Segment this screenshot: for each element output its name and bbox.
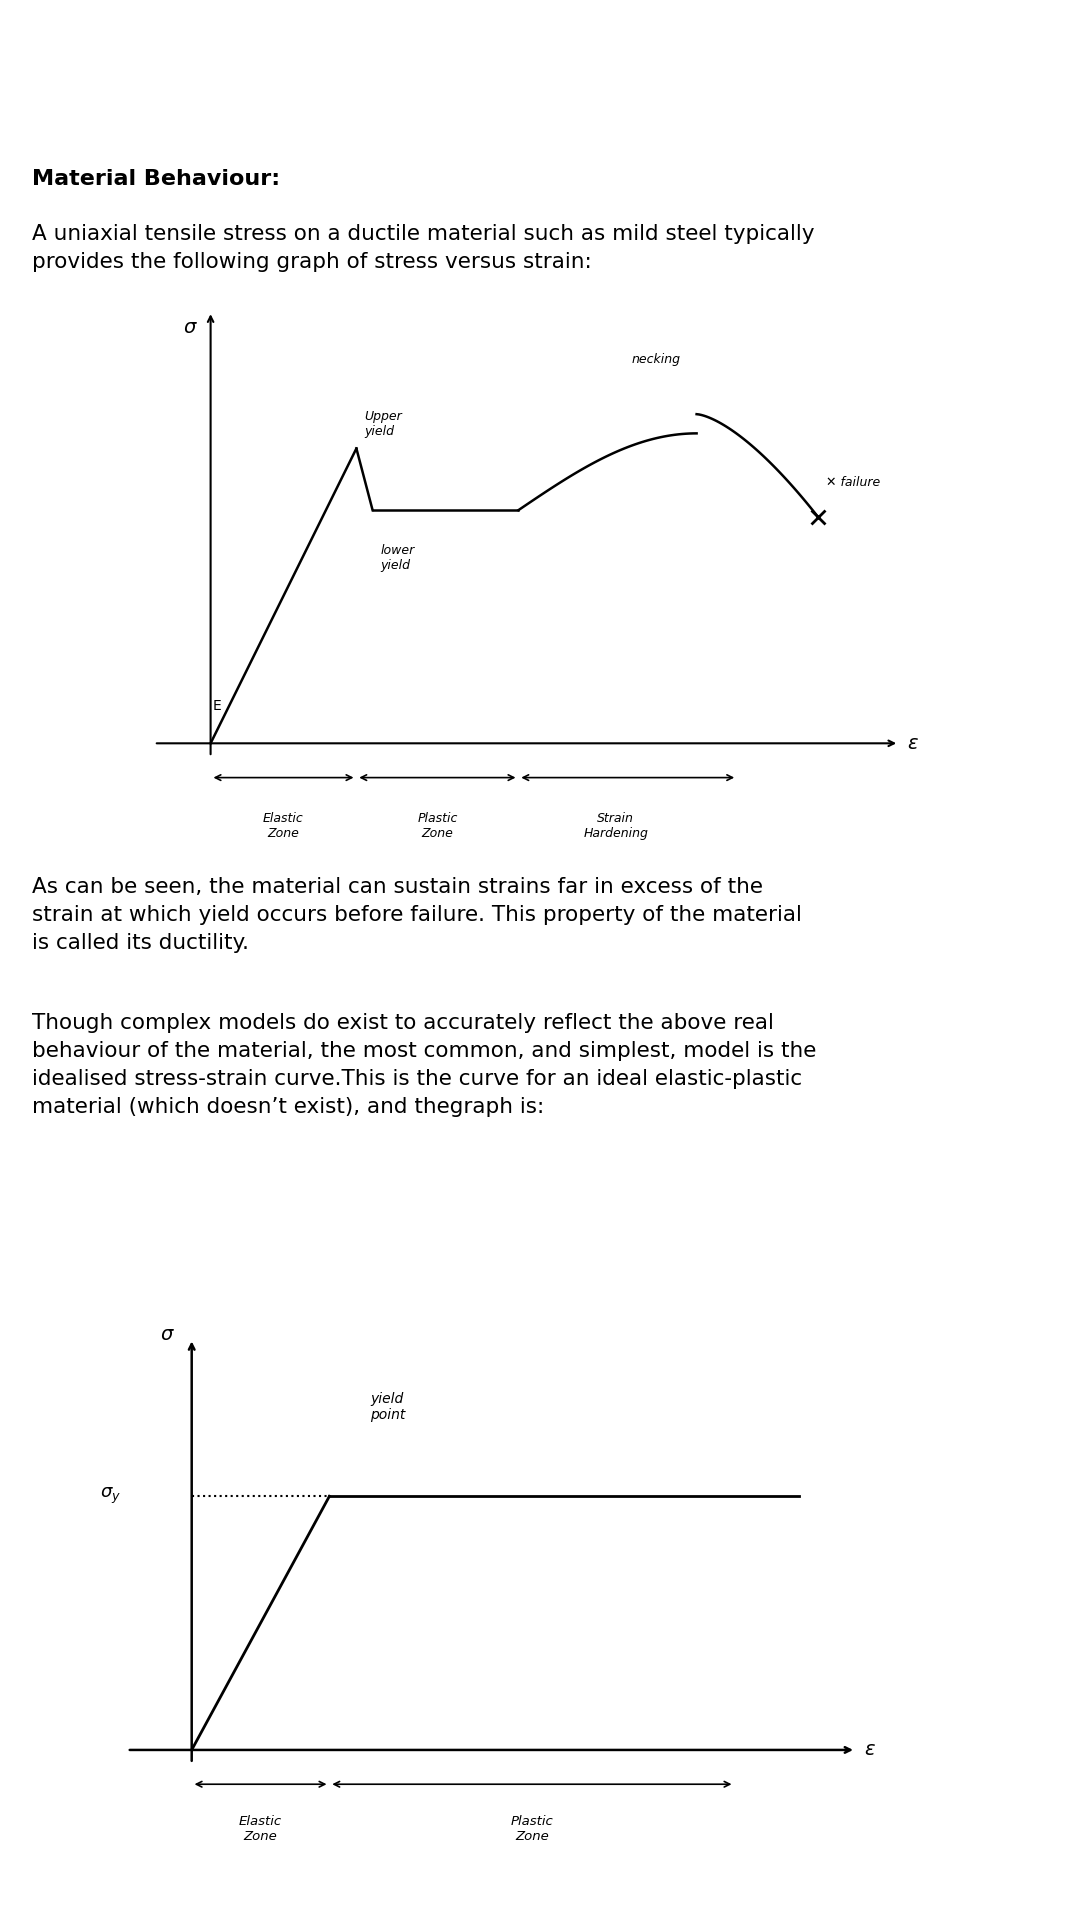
Text: $\sigma_y$: $\sigma_y$ [100,1486,121,1507]
Text: ✕ failure: ✕ failure [826,476,880,490]
Text: Elastic
Zone: Elastic Zone [239,1814,282,1843]
Text: $\varepsilon$: $\varepsilon$ [864,1740,876,1759]
Text: $\sigma$: $\sigma$ [183,319,198,338]
Text: Material Behaviour:: Material Behaviour: [32,169,281,188]
Text: Elastic
Zone: Elastic Zone [264,812,303,839]
Text: E: E [212,699,221,712]
Text: Strain
Hardening: Strain Hardening [583,812,648,839]
Text: Though complex models do exist to accurately reflect the above real
behaviour of: Though complex models do exist to accura… [32,1014,816,1117]
Text: necking: necking [632,353,680,367]
Text: Plastic
Zone: Plastic Zone [417,812,458,839]
Text: lower
yield: lower yield [380,543,415,572]
Text: As can be seen, the material can sustain strains far in excess of the
strain at : As can be seen, the material can sustain… [32,877,802,952]
Text: Development of Plastic Analysis: Development of Plastic Analysis [32,38,584,67]
Text: $\sigma$: $\sigma$ [160,1325,175,1344]
Text: A uniaxial tensile stress on a ductile material such as mild steel typically
pro: A uniaxial tensile stress on a ductile m… [32,223,815,271]
Text: Plastic
Zone: Plastic Zone [511,1814,553,1843]
Text: Upper
yield: Upper yield [365,411,402,438]
Text: yield
point: yield point [369,1392,405,1423]
Text: $\varepsilon$: $\varepsilon$ [907,733,919,753]
